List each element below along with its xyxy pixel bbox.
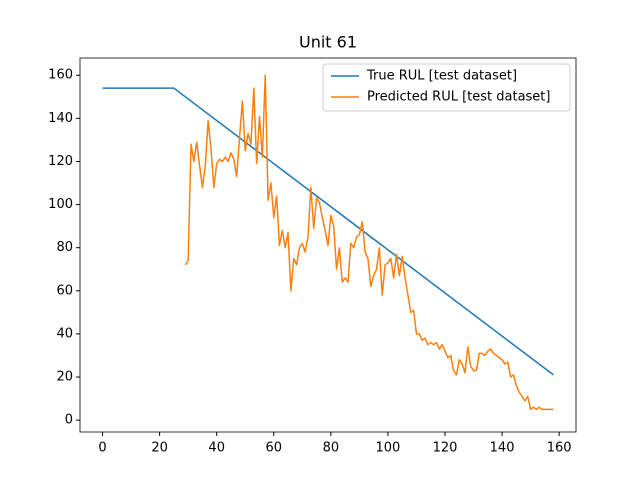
y-tick-label: 20 <box>56 370 73 385</box>
x-tick-label: 0 <box>98 441 106 456</box>
x-tick-label: 80 <box>323 441 340 456</box>
y-tick-label: 60 <box>56 283 73 298</box>
y-tick-label: 100 <box>48 197 73 212</box>
x-tick-label: 160 <box>547 441 572 456</box>
x-tick-label: 60 <box>266 441 283 456</box>
x-tick-label: 100 <box>376 441 401 456</box>
legend-label: Predicted RUL [test dataset] <box>367 90 550 105</box>
y-tick-label: 160 <box>48 68 73 83</box>
chart-title: Unit 61 <box>299 33 357 52</box>
line <box>102 87 554 376</box>
y-tick-label: 120 <box>48 154 73 169</box>
x-tick-label: 40 <box>208 441 225 456</box>
y-tick-label: 140 <box>48 111 73 126</box>
y-tick-label: 40 <box>56 326 73 341</box>
legend-box <box>322 63 571 112</box>
axes-frame <box>79 57 577 433</box>
x-tick-label: 120 <box>433 441 458 456</box>
x-tick-label: 140 <box>490 441 515 456</box>
x-tick-label: 20 <box>151 441 168 456</box>
legend-label: True RUL [test dataset] <box>366 69 517 84</box>
y-tick-label: 0 <box>65 413 73 428</box>
line <box>184 74 554 411</box>
y-tick-label: 80 <box>56 240 73 255</box>
